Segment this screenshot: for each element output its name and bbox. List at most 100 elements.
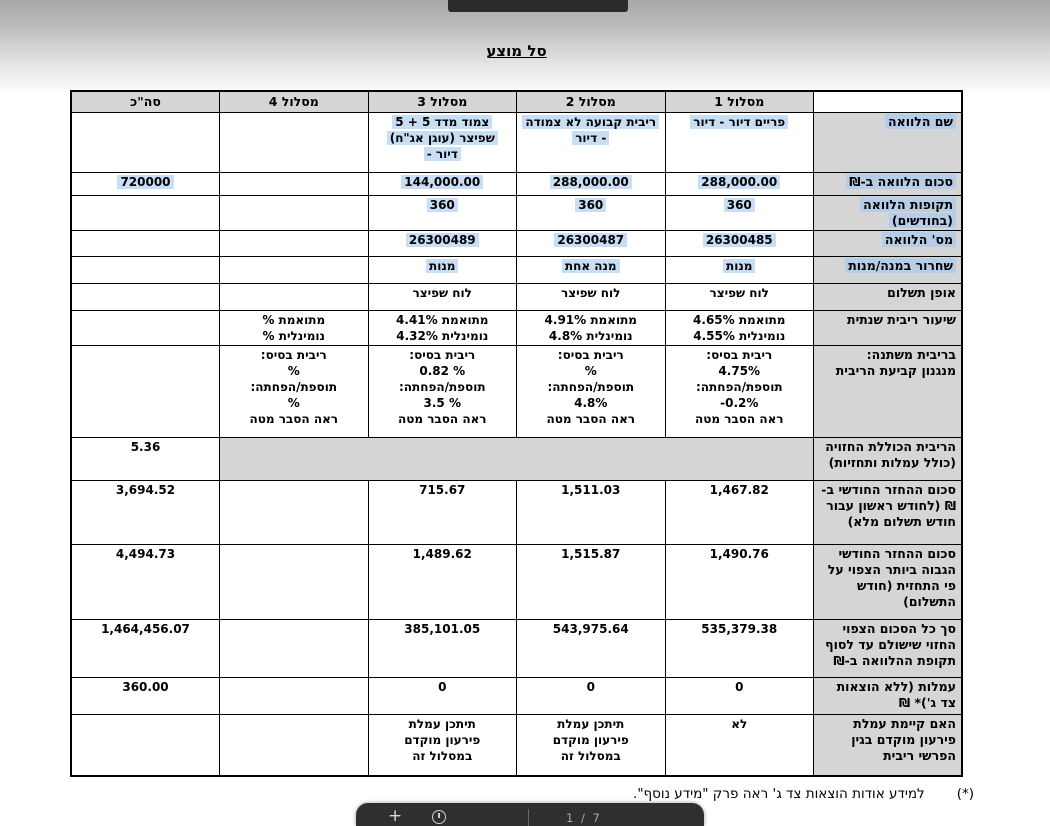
cell-highest-monthly-payment-m2: 1,515.87 [516,544,666,620]
table-header-row: מסלול 1 מסלול 2 מסלול 3 מסלול 4 סה"כ [70,90,963,113]
footnote-marker: (*) [956,786,974,802]
cell-release-portions-m3: מנות [367,256,517,284]
row-label-total-expected-sum: סך כל הסכום הצפוי החזוי שישולם עד לסוף ת… [813,619,963,678]
row-label-monthly-payment: סכום ההחזר החודשי ב- ₪ (לחודש ראשון עבור… [813,480,963,545]
column-header-text: מסלול 2 [565,94,616,109]
cell-loan-amount-m4 [219,172,369,196]
cell-highest-monthly-payment-m4 [219,544,369,620]
cell-text: פריים דיור - דיור [690,115,789,129]
column-header-total: סה"כ [70,90,220,113]
cell-monthly-payment-m1: 1,467.82 [664,480,814,545]
cell-text: מנה אחת [561,259,620,273]
cell-text: מתואמת 4.91% נומינלית 4.8% [544,313,637,343]
cell-text: 26300487 [554,233,628,247]
loan-table: מסלול 1 מסלול 2 מסלול 3 מסלול 4 סה"כ שם הלווא… [70,90,963,777]
cell-annual-interest-rate-m2: מתואמת 4.91% נומינלית 4.8% [516,310,666,346]
cell-text: 1,511.03 [561,483,621,497]
cell-text: 360 [575,198,607,212]
cell-loan-period-m4 [219,195,369,231]
cell-loan-period-total [70,195,220,231]
cell-total-expected-sum-total: 1,464,456.07 [70,619,220,678]
cell-monthly-payment-total: 3,694.52 [70,480,220,545]
cell-text: 1,464,456.07 [101,622,190,636]
row-label-text: שחרור במנה/מנות [845,258,956,273]
row-label-text: אופן תשלום [887,285,956,300]
row-label-text: סך כל הסכום הצפוי החזוי שישולם עד לסוף ת… [825,621,956,668]
row-label-text: שיעור ריבית שנתית [847,312,956,327]
cell-prepayment-fee-m1: לא [664,714,814,776]
table-row-loan-period: תקופות הלוואה (בחודשים) 360 360 360 [70,195,963,231]
cell-text: ריבית בסיס: % תוספת/הפחתה: % ראה הסבר מט… [249,348,339,426]
cell-loan-amount-total: 720000 [70,172,220,196]
zoom-in-icon[interactable]: + [388,806,403,826]
cell-text: לוח שפיצר [412,286,472,300]
row-label-text: עמלות (ללא הוצאות צד ג')* ₪ [836,679,956,710]
page-indicator[interactable]: 1 / 7 [566,811,602,825]
cell-text: מתואמת 4.65% נומינלית 4.55% [693,313,786,343]
page-background-gradient [0,0,1050,96]
cell-variable-rate-mechanism-m2: ריבית בסיס: % תוספת/הפחתה: 4.8% ראה הסבר… [516,345,666,438]
row-label-variable-rate-mechanism: בריבית משתנה: מנגנון קביעת הריבית [813,345,963,438]
cell-highest-monthly-payment-m1: 1,490.76 [664,544,814,620]
cell-loan-number-m4 [219,230,369,257]
cell-fees-m4 [219,677,369,715]
cell-text: 1,467.82 [709,483,769,497]
row-label-text: סכום ההחזר החודשי הגבוה ביותר הצפוי על פ… [827,546,956,609]
cell-payment-method-m4 [219,283,369,311]
cell-text: לא [731,717,748,731]
table-row-highest-monthly-payment: סכום ההחזר החודשי הגבוה ביותר הצפוי על פ… [70,544,963,620]
cell-release-portions-m2: מנה אחת [516,256,666,284]
pdf-floating-toolbar[interactable]: + 1 / 7 [356,803,704,826]
table-row-monthly-payment: סכום ההחזר החודשי ב- ₪ (לחודש ראשון עבור… [70,480,963,545]
column-header-m2: מסלול 2 [516,90,666,113]
loan-table-body: מסלול 1 מסלול 2 מסלול 3 מסלול 4 סה"כ שם הלווא… [70,90,963,776]
cell-total-expected-rate-total: 5.36 [70,437,220,481]
cell-text: ריבית בסיס: ⁦0.82 %⁩ תוספת/הפחתה: ⁦3.5 %… [397,348,487,426]
cell-text: 360 [426,198,458,212]
row-label-text: שם הלוואה [885,114,956,129]
cell-loan-number-total [70,230,220,257]
cell-loan-period-m1: 360 [664,195,814,231]
column-header-text: סה"כ [130,94,161,109]
cell-text: 715.67 [419,483,466,497]
row-label-text: תקופות הלוואה (בחודשים) [860,197,956,228]
cell-prepayment-fee-m3: תיתכן עמלת פירעון מוקדם במסלול זה [367,714,517,776]
table-row-loan-amount: סכום הלוואה ב-₪ 288,000.00 288,000.00 144,0… [70,172,963,196]
row-label-text: הריבית הכוללת החזויה (כולל עמלות ותחזיות… [825,439,956,470]
cell-release-portions-total [70,256,220,284]
cell-loan-number-m1: 26300485 [664,230,814,257]
row-label-annual-interest-rate: שיעור ריבית שנתית [813,310,963,346]
table-row-fees: עמלות (ללא הוצאות צד ג')* ₪ 0 0 0 360.00 [70,677,963,715]
cell-prepayment-fee-total [70,714,220,776]
footnote-text: למידע אודות הוצאות צד ג' ראה פרק "מידע נ… [633,786,925,802]
cell-prepayment-fee-m2: תיתכן עמלת פירעון מוקדם במסלול זה [516,714,666,776]
cell-loan-name-m2: ריבית קבועה לא צמודה - דיור [516,112,666,173]
cell-loan-period-m3: 360 [367,195,517,231]
cell-text: מנות [723,259,756,273]
row-label-total-expected-rate: הריבית הכוללת החזויה (כולל עמלות ותחזיות… [813,437,963,481]
cell-loan-amount-m3: 144,000.00 [367,172,517,196]
cell-text: 1,515.87 [561,547,621,561]
cell-text: ריבית קבועה לא צמודה - דיור [522,115,660,145]
table-row-loan-number: מס' הלוואה 26300485 26300487 26300489 [70,230,963,257]
column-header-m4: מסלול 4 [219,90,369,113]
table-row-total-expected-rate: הריבית הכוללת החזויה (כולל עמלות ותחזיות… [70,437,963,481]
cell-variable-rate-mechanism-m4: ריבית בסיס: % תוספת/הפחתה: % ראה הסבר מט… [219,345,369,438]
cell-monthly-payment-m3: 715.67 [367,480,517,545]
cell-loan-name-m4 [219,112,369,173]
cell-release-portions-m1: מנות [664,256,814,284]
row-label-text: מס' הלוואה [881,232,956,247]
cell-text: תיתכן עמלת פירעון מוקדם במסלול זה [552,717,629,763]
cell-text: 543,975.64 [552,622,629,636]
cell-total-expected-rate-tracks-merged [219,437,814,481]
cell-text: מתואמת % נומינלית % [262,313,326,343]
cell-fees-m2: 0 [516,677,666,715]
cell-variable-rate-mechanism-m3: ריבית בסיס: ⁦0.82 %⁩ תוספת/הפחתה: ⁦3.5 %… [367,345,517,438]
history-icon[interactable] [432,810,446,824]
toolbar-divider [528,809,529,826]
cell-text: 535,379.38 [701,622,778,636]
cell-text: 1,489.62 [412,547,472,561]
cell-loan-amount-m1: 288,000.00 [664,172,814,196]
row-label-loan-period: תקופות הלוואה (בחודשים) [813,195,963,231]
table-row-release-portions: שחרור במנה/מנות מנות מנה אחת מנות [70,256,963,284]
